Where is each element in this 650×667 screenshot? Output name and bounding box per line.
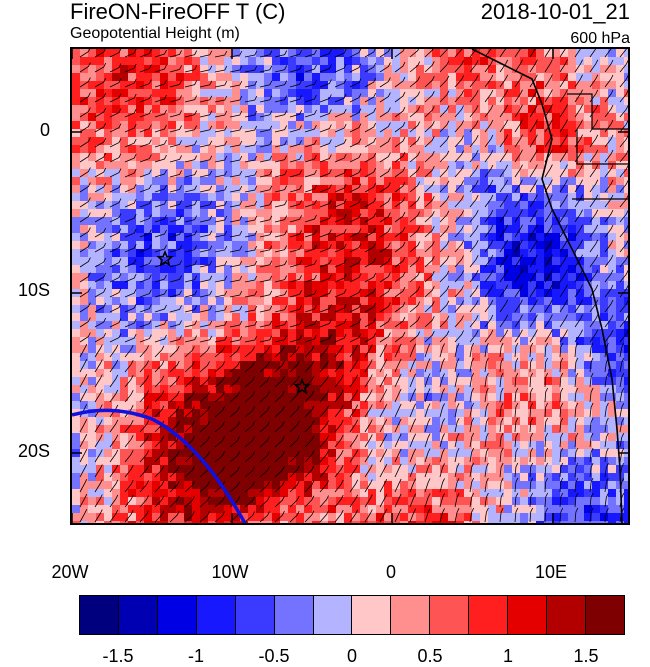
colorbar-label: -1 xyxy=(187,646,204,666)
colorbar-label: 0 xyxy=(346,646,357,666)
map-field xyxy=(72,49,628,523)
country-borders xyxy=(567,93,628,200)
colorbar-swatch xyxy=(313,596,353,634)
colorbar-swatch xyxy=(430,596,470,634)
map-panel xyxy=(70,47,630,525)
colorbar xyxy=(79,595,625,635)
x-tick-label: 20W xyxy=(51,562,89,582)
title-right: 2018-10-01_21 xyxy=(480,0,630,24)
colorbar-swatch xyxy=(352,596,392,634)
colorbar-swatch xyxy=(274,596,314,634)
temperature-difference-field xyxy=(72,49,628,523)
colorbar-label: 1 xyxy=(502,646,513,666)
star-marker xyxy=(293,377,311,395)
colorbar-swatch xyxy=(508,596,548,634)
subtitle-left: Geopotential Height (m) xyxy=(70,25,240,42)
colorbar-swatch xyxy=(469,596,509,634)
title-left: FireON-FireOFF T (C) xyxy=(70,0,286,24)
colorbar-swatch xyxy=(585,596,624,634)
x-tick-label: 10W xyxy=(211,562,249,582)
colorbar-label: -1.5 xyxy=(102,646,134,666)
colorbar-swatch xyxy=(118,596,158,634)
colorbar-label: 1.5 xyxy=(573,646,599,666)
wind-barbs xyxy=(79,49,628,523)
colorbar-swatch xyxy=(196,596,236,634)
colorbar-swatch xyxy=(391,596,431,634)
colorbar-swatch xyxy=(157,596,197,634)
colorbar-swatch xyxy=(547,596,586,634)
y-tick-label: 0 xyxy=(39,120,50,140)
subtitle-right: 600 hPa xyxy=(570,30,630,47)
y-tick-label: 20S xyxy=(17,441,50,461)
geopotential-contour xyxy=(72,408,247,523)
y-tick-label: 10S xyxy=(17,280,50,300)
x-tick-label: 10E xyxy=(534,562,568,582)
star-marker xyxy=(156,249,174,267)
x-tick-label: 0 xyxy=(385,562,396,582)
colorbar-label: 0.5 xyxy=(417,646,443,666)
colorbar-swatch xyxy=(80,596,119,634)
coastline xyxy=(471,49,623,523)
colorbar-swatch xyxy=(235,596,275,634)
axis-ticks xyxy=(72,49,628,523)
colorbar-label: -0.5 xyxy=(258,646,290,666)
